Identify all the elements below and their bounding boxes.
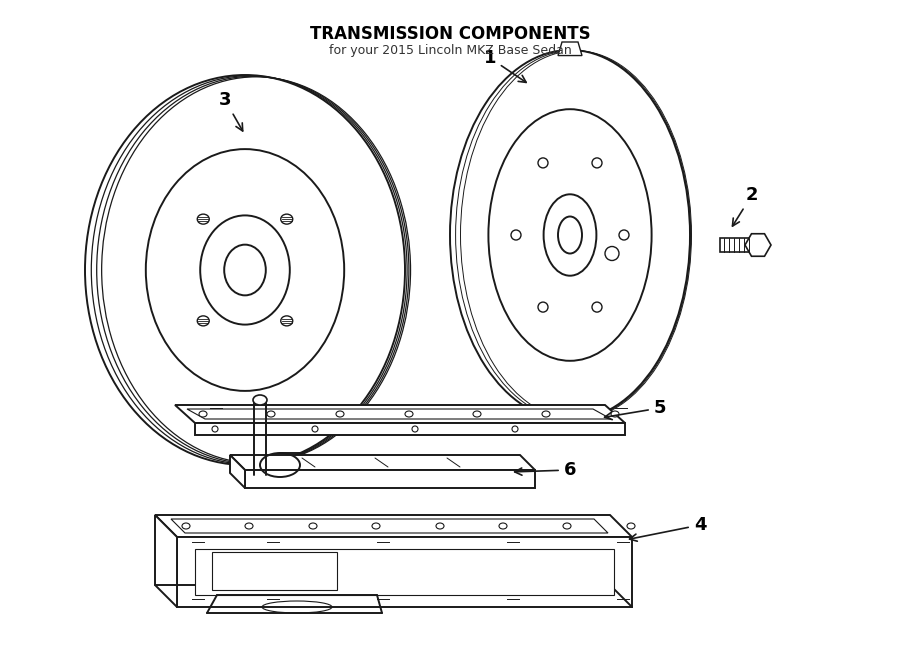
Polygon shape xyxy=(230,455,245,488)
Ellipse shape xyxy=(336,411,344,417)
Ellipse shape xyxy=(199,411,207,417)
Ellipse shape xyxy=(538,158,548,168)
Ellipse shape xyxy=(605,247,619,260)
Ellipse shape xyxy=(611,411,619,417)
Text: 1: 1 xyxy=(484,49,526,83)
Ellipse shape xyxy=(267,411,275,417)
Polygon shape xyxy=(155,515,632,537)
Polygon shape xyxy=(720,238,752,252)
Ellipse shape xyxy=(146,149,344,391)
Ellipse shape xyxy=(197,214,210,224)
Ellipse shape xyxy=(197,316,210,326)
Ellipse shape xyxy=(538,302,548,312)
Text: for your 2015 Lincoln MKZ Base Sedan: for your 2015 Lincoln MKZ Base Sedan xyxy=(328,44,572,57)
Polygon shape xyxy=(175,405,625,423)
Text: 6: 6 xyxy=(515,461,576,479)
Text: 5: 5 xyxy=(605,399,666,420)
Ellipse shape xyxy=(372,523,380,529)
Polygon shape xyxy=(195,423,625,435)
Ellipse shape xyxy=(542,411,550,417)
Ellipse shape xyxy=(200,215,290,325)
Ellipse shape xyxy=(212,426,218,432)
Polygon shape xyxy=(195,549,614,595)
Ellipse shape xyxy=(592,302,602,312)
Ellipse shape xyxy=(450,50,690,420)
Polygon shape xyxy=(558,42,582,56)
Ellipse shape xyxy=(619,230,629,240)
Ellipse shape xyxy=(281,214,292,224)
Ellipse shape xyxy=(511,230,521,240)
Ellipse shape xyxy=(436,523,444,529)
Text: 3: 3 xyxy=(219,91,243,131)
Ellipse shape xyxy=(627,523,635,529)
Ellipse shape xyxy=(563,523,571,529)
Ellipse shape xyxy=(558,217,582,254)
Ellipse shape xyxy=(512,426,518,432)
Ellipse shape xyxy=(412,426,418,432)
Ellipse shape xyxy=(224,245,266,295)
Ellipse shape xyxy=(592,158,602,168)
Polygon shape xyxy=(177,537,632,607)
Ellipse shape xyxy=(499,523,507,529)
Ellipse shape xyxy=(405,411,413,417)
Ellipse shape xyxy=(245,523,253,529)
Text: TRANSMISSION COMPONENTS: TRANSMISSION COMPONENTS xyxy=(310,25,590,43)
Ellipse shape xyxy=(85,75,405,465)
Ellipse shape xyxy=(544,194,597,276)
Ellipse shape xyxy=(473,411,481,417)
Ellipse shape xyxy=(309,523,317,529)
Polygon shape xyxy=(560,410,580,428)
Polygon shape xyxy=(745,234,771,256)
Text: 4: 4 xyxy=(629,516,706,541)
Ellipse shape xyxy=(312,426,318,432)
Polygon shape xyxy=(155,515,177,607)
Ellipse shape xyxy=(281,316,292,326)
Ellipse shape xyxy=(489,109,652,361)
Polygon shape xyxy=(245,470,535,488)
Ellipse shape xyxy=(253,395,267,405)
Text: 2: 2 xyxy=(733,186,758,226)
Ellipse shape xyxy=(182,523,190,529)
Polygon shape xyxy=(230,455,535,470)
